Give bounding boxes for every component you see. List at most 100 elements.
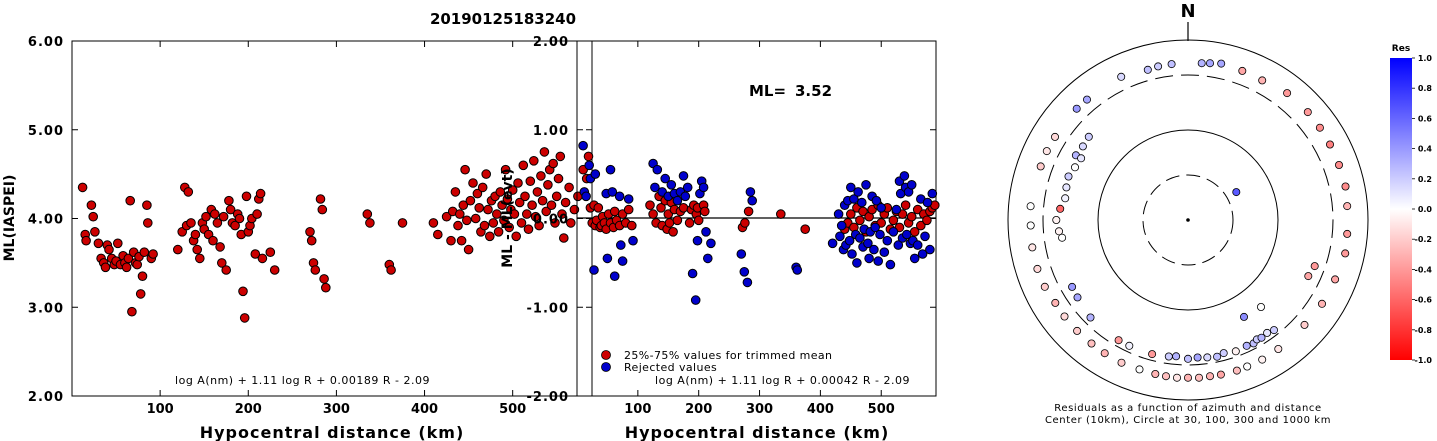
data-point: [525, 176, 536, 186]
data-point: [589, 265, 599, 275]
data-point: [922, 197, 933, 208]
y-tick-label: 6.00: [28, 35, 64, 50]
data-point: [493, 227, 504, 237]
y-tick-label: 2.00: [28, 390, 64, 405]
data-point: [516, 218, 527, 228]
data-point: [520, 191, 530, 202]
station-point: [1243, 362, 1252, 371]
data-point: [550, 218, 560, 228]
data-point: [664, 218, 675, 228]
data-point: [315, 194, 326, 204]
colorbar-tick-label: 0.2: [1418, 175, 1432, 184]
x-axis-label: Hypocentral distance (km): [200, 423, 465, 441]
data-point: [706, 238, 716, 249]
data-point: [218, 211, 229, 222]
station-point: [1315, 123, 1324, 132]
station-point: [1083, 95, 1092, 104]
station-point: [1167, 60, 1176, 69]
data-point: [192, 244, 202, 255]
formula-text: log A(nm) + 1.11 log R + 0.00042 R - 2.0…: [655, 374, 910, 387]
data-point: [743, 206, 754, 217]
data-point: [684, 218, 695, 228]
data-point: [678, 203, 689, 213]
station-point: [1257, 302, 1266, 311]
data-point: [609, 206, 620, 217]
data-point: [306, 235, 317, 246]
data-point: [539, 147, 550, 157]
data-point: [90, 227, 100, 237]
data-point: [553, 173, 564, 184]
data-point: [255, 188, 266, 199]
data-point: [497, 200, 507, 210]
data-point: [537, 195, 548, 206]
data-point: [523, 224, 534, 234]
station-point: [1193, 353, 1202, 362]
data-point: [899, 171, 910, 181]
data-point: [143, 218, 153, 228]
data-point: [317, 204, 328, 215]
y-axis-label: ML(IASPEI): [2, 175, 18, 262]
data-point: [876, 203, 887, 213]
station-point: [1051, 132, 1060, 141]
data-point: [861, 180, 871, 190]
data-point: [871, 195, 882, 206]
station-point: [1073, 293, 1082, 302]
data-point: [127, 306, 137, 317]
data-point: [463, 244, 474, 255]
data-point: [666, 180, 677, 190]
data-point: [230, 220, 240, 231]
data-point: [909, 253, 920, 264]
data-point: [849, 194, 859, 204]
data-point: [310, 265, 321, 275]
data-point: [700, 206, 710, 217]
station-point: [1219, 349, 1228, 358]
ring-dashed-inner: [1142, 174, 1234, 266]
data-point: [456, 235, 467, 246]
ml-label: ML=: [749, 82, 786, 100]
data-point: [835, 231, 845, 242]
data-point: [458, 200, 469, 210]
station-point: [1062, 183, 1071, 192]
station-point: [1232, 188, 1241, 197]
station-point: [1071, 163, 1080, 172]
data-point: [100, 262, 111, 273]
colorbar-tick-label: -0.8: [1415, 326, 1433, 335]
station-point: [1154, 62, 1163, 71]
station-point: [1055, 227, 1064, 236]
legend-label-rejected: Rejected values: [624, 361, 717, 374]
station-point: [1270, 326, 1279, 335]
station-point: [1086, 313, 1095, 322]
data-point: [365, 218, 375, 228]
data-point: [252, 209, 262, 219]
data-point: [627, 220, 637, 231]
x-tick-label: 500: [499, 402, 526, 417]
data-point: [906, 180, 917, 190]
x-tick-label: 300: [323, 402, 350, 417]
data-point: [863, 238, 873, 249]
station-point: [1162, 372, 1171, 381]
data-point: [135, 289, 146, 299]
data-point: [522, 209, 532, 219]
data-point: [546, 200, 557, 210]
station-point: [1060, 312, 1069, 321]
data-point: [680, 191, 691, 202]
data-point: [137, 271, 148, 282]
data-point: [477, 182, 488, 193]
data-point: [217, 258, 227, 268]
data-point: [397, 218, 408, 228]
data-point: [740, 218, 750, 228]
data-point: [687, 268, 698, 279]
data-point: [492, 209, 502, 219]
data-point: [386, 265, 396, 275]
data-point: [927, 188, 938, 199]
colorbar-tick-label: -1.0: [1415, 356, 1433, 365]
station-point: [1151, 369, 1160, 378]
data-point: [879, 247, 890, 257]
station-point: [1197, 59, 1206, 68]
station-point: [1213, 352, 1222, 361]
data-point: [201, 211, 211, 222]
data-point: [362, 209, 373, 219]
station-point: [1100, 349, 1109, 358]
data-point: [564, 182, 574, 193]
